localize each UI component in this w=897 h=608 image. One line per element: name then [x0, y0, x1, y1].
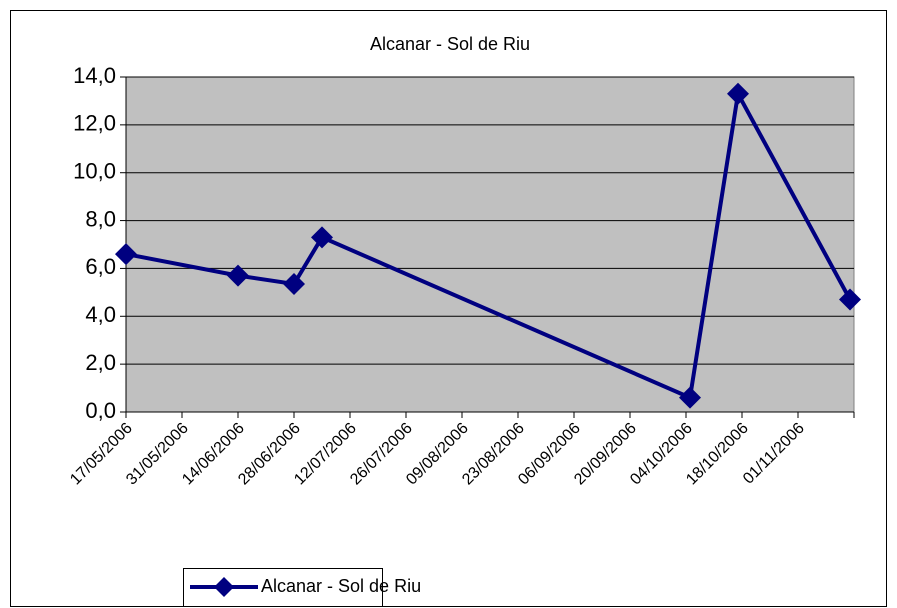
y-tick-label: 6,0	[85, 254, 116, 279]
y-tick-label: 14,0	[73, 63, 116, 88]
data-point	[115, 243, 137, 266]
y-tick-label: 0,0	[85, 398, 116, 423]
y-tick-label: 2,0	[85, 350, 116, 375]
legend-label: Alcanar - Sol de Riu	[261, 576, 421, 596]
chart-title: Alcanar - Sol de Riu	[370, 34, 530, 54]
data-point	[679, 386, 701, 409]
data-point	[227, 264, 249, 287]
y-tick-label: 4,0	[85, 302, 116, 327]
y-tick-label: 8,0	[85, 206, 116, 231]
data-point	[283, 272, 305, 295]
legend-marker	[214, 577, 234, 597]
legend: Alcanar - Sol de Riu	[183, 568, 421, 607]
y-tick-label: 12,0	[73, 111, 116, 136]
data-point	[311, 226, 333, 249]
y-tick-label: 10,0	[73, 159, 116, 184]
data-point	[839, 288, 861, 311]
data-point	[727, 82, 749, 105]
plot-area	[125, 76, 855, 413]
